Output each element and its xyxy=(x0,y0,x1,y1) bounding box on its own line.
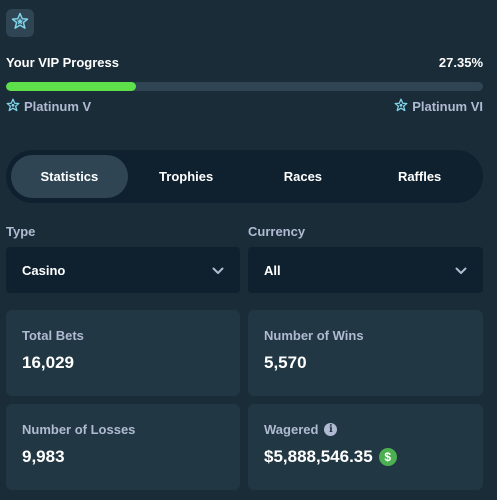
stat-label: Total Bets xyxy=(22,328,84,343)
vip-progress-title: Your VIP Progress xyxy=(6,55,119,70)
stat-value: 5,570 xyxy=(264,353,307,372)
current-tier-label: Platinum V xyxy=(24,99,92,114)
tab-trophies[interactable]: Trophies xyxy=(159,169,214,184)
tab-raffles[interactable]: Raffles xyxy=(397,169,442,184)
next-tier: Platinum VI xyxy=(394,98,483,115)
type-label: Type xyxy=(6,224,36,239)
info-icon[interactable]: i xyxy=(324,423,338,436)
star-badge-icon xyxy=(11,12,29,35)
star-icon xyxy=(6,98,20,115)
tab-statistics[interactable]: Statistics xyxy=(11,155,128,198)
stat-label: Number of Wins xyxy=(264,328,364,343)
vip-tiers: Platinum V Platinum VI xyxy=(6,98,483,115)
vip-badge[interactable] xyxy=(6,9,34,37)
vip-progress-header: Your VIP Progress 27.35% xyxy=(6,55,483,70)
star-icon xyxy=(394,98,408,115)
stat-value: 16,029 xyxy=(22,353,74,372)
tab-bar: Statistics Trophies Races Raffles xyxy=(6,150,483,203)
stat-card-losses: Number of Losses 9,983 xyxy=(6,404,240,490)
dollar-coin-icon: $ xyxy=(378,448,397,466)
vip-progress-bar xyxy=(6,82,483,91)
vip-progress-percent: 27.35% xyxy=(438,55,483,70)
currency-label: Currency xyxy=(248,224,306,239)
stat-card-total-bets: Total Bets 16,029 xyxy=(6,310,240,396)
tab-races[interactable]: Races xyxy=(283,169,323,184)
stat-value: $5,888,546.35 xyxy=(264,447,373,466)
stat-value-row: $5,888,546.35 $ xyxy=(264,447,467,467)
vip-progress-fill xyxy=(6,82,137,91)
current-tier: Platinum V xyxy=(6,98,91,115)
type-select-value: Casino xyxy=(22,262,66,278)
stat-label-row: Wagered i xyxy=(264,422,467,437)
stat-card-wagered: Wagered i $5,888,546.35 $ xyxy=(248,404,483,490)
stat-value: 9,983 xyxy=(22,447,65,466)
stat-card-wins: Number of Wins 5,570 xyxy=(248,310,483,396)
chevron-down-icon xyxy=(455,263,467,278)
stat-label: Number of Losses xyxy=(22,422,136,437)
chevron-down-icon xyxy=(212,263,224,278)
type-select[interactable]: Casino xyxy=(6,247,240,293)
currency-select-value: All xyxy=(264,262,281,278)
stat-label: Wagered xyxy=(264,422,319,437)
currency-select[interactable]: All xyxy=(248,247,483,293)
next-tier-label: Platinum VI xyxy=(412,99,483,114)
